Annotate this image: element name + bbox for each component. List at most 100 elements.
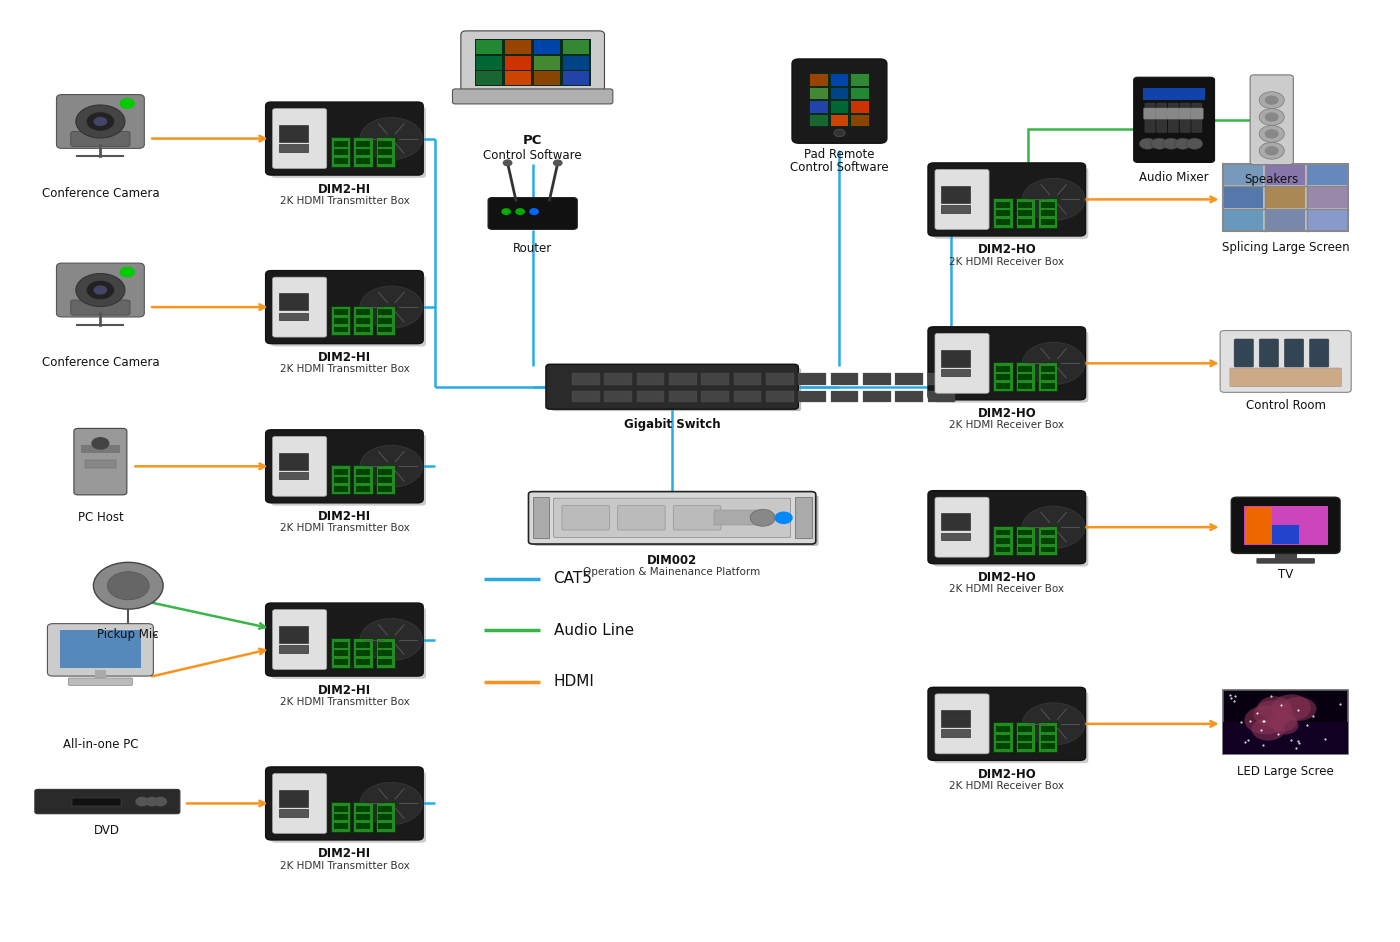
FancyBboxPatch shape [941, 513, 970, 522]
FancyBboxPatch shape [279, 313, 308, 320]
Circle shape [146, 798, 158, 805]
FancyBboxPatch shape [851, 74, 869, 86]
FancyBboxPatch shape [356, 327, 370, 333]
FancyBboxPatch shape [35, 789, 179, 814]
Circle shape [87, 112, 115, 131]
FancyBboxPatch shape [1018, 743, 1032, 749]
Circle shape [1245, 706, 1287, 735]
Circle shape [120, 99, 134, 108]
Text: Speakers: Speakers [1245, 173, 1299, 187]
FancyBboxPatch shape [928, 688, 1085, 760]
FancyBboxPatch shape [553, 498, 791, 538]
FancyBboxPatch shape [995, 743, 1009, 749]
FancyBboxPatch shape [1190, 108, 1204, 120]
Text: Audio Mixer: Audio Mixer [1140, 171, 1210, 185]
FancyBboxPatch shape [1224, 690, 1348, 754]
FancyBboxPatch shape [1180, 103, 1190, 133]
Circle shape [94, 562, 164, 609]
FancyBboxPatch shape [563, 72, 589, 85]
FancyBboxPatch shape [1040, 382, 1054, 389]
FancyBboxPatch shape [1221, 331, 1351, 392]
FancyBboxPatch shape [1266, 187, 1305, 208]
FancyBboxPatch shape [637, 373, 665, 384]
FancyBboxPatch shape [1037, 723, 1057, 752]
FancyBboxPatch shape [1225, 165, 1263, 186]
FancyBboxPatch shape [1309, 339, 1329, 367]
FancyBboxPatch shape [811, 74, 827, 86]
FancyBboxPatch shape [1037, 526, 1057, 555]
FancyBboxPatch shape [617, 506, 665, 530]
FancyBboxPatch shape [1040, 538, 1054, 544]
FancyBboxPatch shape [266, 102, 423, 175]
FancyBboxPatch shape [353, 465, 372, 495]
FancyBboxPatch shape [273, 773, 326, 834]
FancyBboxPatch shape [830, 74, 848, 86]
FancyBboxPatch shape [375, 638, 395, 668]
FancyBboxPatch shape [1037, 198, 1057, 228]
FancyBboxPatch shape [862, 391, 890, 402]
FancyBboxPatch shape [330, 802, 350, 832]
Circle shape [94, 285, 108, 295]
Text: Router: Router [512, 241, 552, 254]
FancyBboxPatch shape [734, 391, 762, 402]
FancyBboxPatch shape [830, 373, 858, 384]
Circle shape [1186, 138, 1203, 150]
FancyBboxPatch shape [71, 300, 130, 315]
FancyBboxPatch shape [1040, 219, 1054, 225]
FancyBboxPatch shape [563, 41, 589, 54]
Text: DIM2-HI: DIM2-HI [318, 511, 371, 524]
FancyBboxPatch shape [356, 469, 370, 475]
Text: 2K HDMI Transmitter Box: 2K HDMI Transmitter Box [280, 697, 409, 706]
FancyBboxPatch shape [1308, 165, 1347, 186]
FancyBboxPatch shape [1166, 108, 1180, 120]
Circle shape [1268, 712, 1296, 732]
FancyBboxPatch shape [266, 603, 423, 676]
FancyBboxPatch shape [272, 275, 426, 347]
FancyBboxPatch shape [333, 659, 347, 665]
FancyBboxPatch shape [766, 373, 794, 384]
FancyBboxPatch shape [476, 41, 503, 54]
Text: Control Software: Control Software [790, 161, 889, 174]
FancyBboxPatch shape [279, 144, 308, 152]
Text: Audio Line: Audio Line [553, 623, 634, 638]
Text: DIM2-HO: DIM2-HO [977, 407, 1036, 420]
Circle shape [87, 281, 115, 300]
FancyBboxPatch shape [1224, 722, 1348, 754]
FancyBboxPatch shape [701, 391, 729, 402]
FancyBboxPatch shape [1018, 726, 1032, 732]
FancyBboxPatch shape [378, 805, 392, 812]
FancyBboxPatch shape [1179, 108, 1191, 120]
FancyBboxPatch shape [941, 729, 970, 737]
FancyBboxPatch shape [505, 72, 531, 85]
FancyBboxPatch shape [476, 56, 503, 70]
FancyBboxPatch shape [356, 310, 370, 316]
Circle shape [360, 286, 423, 328]
FancyBboxPatch shape [356, 822, 370, 829]
Text: All-in-one PC: All-in-one PC [63, 738, 139, 751]
FancyBboxPatch shape [279, 472, 308, 479]
Text: LED Large Scree: LED Large Scree [1238, 765, 1334, 778]
FancyBboxPatch shape [56, 263, 144, 317]
FancyBboxPatch shape [1040, 374, 1054, 380]
FancyBboxPatch shape [279, 301, 308, 311]
FancyBboxPatch shape [528, 492, 816, 544]
Circle shape [1264, 129, 1278, 138]
FancyBboxPatch shape [533, 56, 560, 70]
FancyBboxPatch shape [561, 506, 609, 530]
FancyBboxPatch shape [1145, 103, 1155, 133]
FancyBboxPatch shape [533, 41, 560, 54]
FancyBboxPatch shape [330, 306, 350, 335]
FancyBboxPatch shape [811, 101, 827, 113]
Circle shape [1140, 138, 1156, 150]
Text: Splicing Large Screen: Splicing Large Screen [1222, 240, 1350, 253]
FancyBboxPatch shape [273, 609, 326, 670]
Text: Conference Camera: Conference Camera [42, 356, 160, 369]
FancyBboxPatch shape [333, 310, 347, 316]
FancyBboxPatch shape [356, 158, 370, 164]
FancyBboxPatch shape [935, 497, 988, 557]
FancyBboxPatch shape [995, 546, 1009, 552]
FancyBboxPatch shape [941, 532, 970, 541]
FancyBboxPatch shape [1015, 362, 1035, 392]
FancyBboxPatch shape [505, 56, 531, 70]
FancyBboxPatch shape [73, 799, 122, 805]
